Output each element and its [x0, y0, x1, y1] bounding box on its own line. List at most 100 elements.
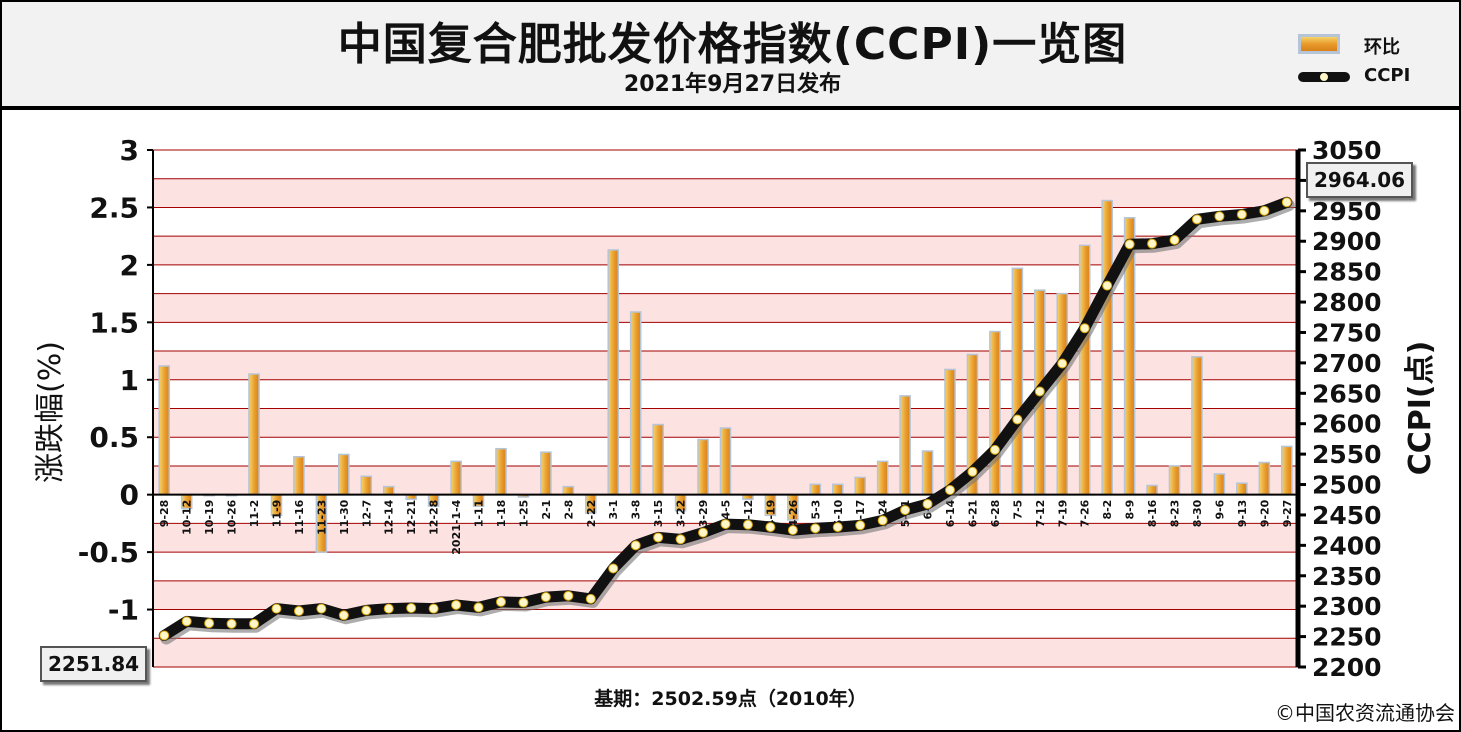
ccpi-point: [1012, 414, 1023, 425]
x-tick-label: 1-25: [517, 500, 530, 528]
bar: [293, 456, 305, 496]
x-tick-label: 1-18: [495, 500, 508, 528]
bar: [629, 311, 642, 496]
ccpi-point: [540, 592, 551, 603]
bar: [248, 373, 260, 496]
ccpi-point: [1236, 209, 1247, 220]
y-left-tick-label: 3: [120, 134, 139, 167]
x-tick-label: 9-6: [1213, 499, 1226, 519]
bar: [809, 483, 822, 496]
y-right-tick-label: 2450: [1312, 501, 1382, 530]
ccpi-point: [338, 610, 349, 621]
ccpi-point: [720, 519, 731, 530]
bar: [1280, 445, 1293, 496]
ccpi-point: [428, 603, 439, 614]
ccpi-point: [765, 522, 776, 533]
x-tick-label: 11-2: [248, 500, 261, 528]
y-left-tick-label: 0: [120, 479, 139, 512]
x-tick-label: 5-3: [809, 500, 822, 520]
y-right-tick-label: 2750: [1312, 318, 1382, 347]
y-axis-left-label: 涨跌幅(%): [33, 341, 68, 483]
bar: [338, 453, 350, 496]
y-right-tick-label: 2800: [1312, 288, 1382, 317]
ccpi-point: [204, 618, 215, 629]
y-left-tick-label: -0.5: [78, 536, 139, 569]
ccpi-point: [1281, 197, 1292, 208]
dot-swatch-icon: [1319, 72, 1329, 82]
x-tick-label: 12-21: [405, 500, 418, 535]
bar: [1258, 461, 1271, 496]
ccpi-point: [698, 527, 709, 538]
x-tick-label: 3-1: [607, 500, 620, 520]
ccpi-point: [159, 630, 170, 641]
ccpi-point: [608, 563, 619, 574]
ccpi-point: [271, 603, 282, 614]
bar: [854, 476, 867, 496]
ccpi-point: [1057, 358, 1068, 369]
ccpi-point: [653, 532, 664, 543]
y-left-tick-label: 2: [120, 249, 139, 282]
x-tick-label: 4-5: [720, 500, 733, 520]
x-tick-label: 10-12: [181, 500, 194, 535]
ccpi-point: [945, 485, 956, 496]
background-band: [153, 580, 1298, 610]
x-tick-labels: 9-28 10-12 10-19 10-26 11-2 11-9 11-16 11-23 11-…: [158, 499, 1294, 554]
ccpi-point: [967, 466, 978, 477]
ccpi-point: [383, 603, 394, 614]
ccpi-point: [406, 603, 417, 614]
ccpi-point: [473, 602, 484, 613]
ccpi-point: [1191, 214, 1202, 225]
x-tick-label: 9-13: [1236, 500, 1249, 528]
x-tick-label: 3-22: [675, 500, 688, 528]
y-right-tick-label: 2600: [1312, 410, 1382, 439]
bar: [450, 460, 462, 496]
x-tick-label: 7-19: [1056, 500, 1069, 528]
x-tick-label: 8-23: [1169, 500, 1182, 528]
bar: [1146, 484, 1158, 496]
x-tick-label: 11-16: [293, 499, 306, 535]
legend: 环比 CCPI: [1298, 32, 1458, 102]
ccpi-point: [989, 444, 1000, 455]
ccpi-point: [495, 596, 506, 607]
legend-bar-label: 环比: [1364, 37, 1400, 58]
bar: [876, 460, 889, 496]
background-band: [153, 150, 1298, 179]
axes: 32.521.510.50-0.5-1305030002950290028502…: [78, 134, 1382, 682]
chart-title: 中国复合肥批发价格指数(CCPI)一览图: [337, 19, 1128, 70]
x-tick-label: 5-10: [832, 499, 845, 527]
ccpi-point: [1124, 239, 1135, 250]
ccpi-point: [855, 520, 866, 531]
ccpi-point: [316, 603, 327, 614]
ccpi-point: [361, 605, 372, 616]
y-left-tick-label: 2.5: [89, 191, 139, 224]
bars: [153, 199, 1298, 553]
bar: [697, 438, 709, 496]
y-right-tick-label: 2850: [1312, 258, 1382, 287]
x-tick-label: 3-8: [630, 500, 643, 520]
bar: [1078, 244, 1091, 496]
y-right-tick-label: 2250: [1312, 623, 1382, 652]
bar: [899, 395, 911, 496]
callout-first-value: 2251.84: [40, 646, 148, 682]
x-tick-label: 2021-1-4: [450, 499, 463, 554]
chart-frame: [0, 110, 1461, 732]
ccpi-point: [675, 534, 686, 545]
x-tick-label: 4-19: [764, 500, 777, 528]
bar: [921, 450, 934, 496]
ccpi-point: [1169, 235, 1180, 246]
ccpi-point: [810, 523, 821, 534]
ccpi-point: [1102, 280, 1113, 291]
ccpi-point: [877, 515, 888, 526]
bar: [360, 475, 373, 496]
x-tick-label: 12-28: [428, 500, 441, 535]
x-tick-label: 12-14: [383, 499, 396, 535]
ccpi-point: [832, 522, 843, 533]
ccpi-point: [585, 593, 596, 604]
publish-date: 2021年9月27日发布: [623, 72, 842, 97]
bar: [1191, 356, 1203, 496]
ccpi-point: [1034, 386, 1045, 397]
legend-item-bar: 环比: [1298, 32, 1458, 58]
x-tick-label: 11-23: [315, 500, 328, 535]
background-band: [153, 638, 1298, 667]
